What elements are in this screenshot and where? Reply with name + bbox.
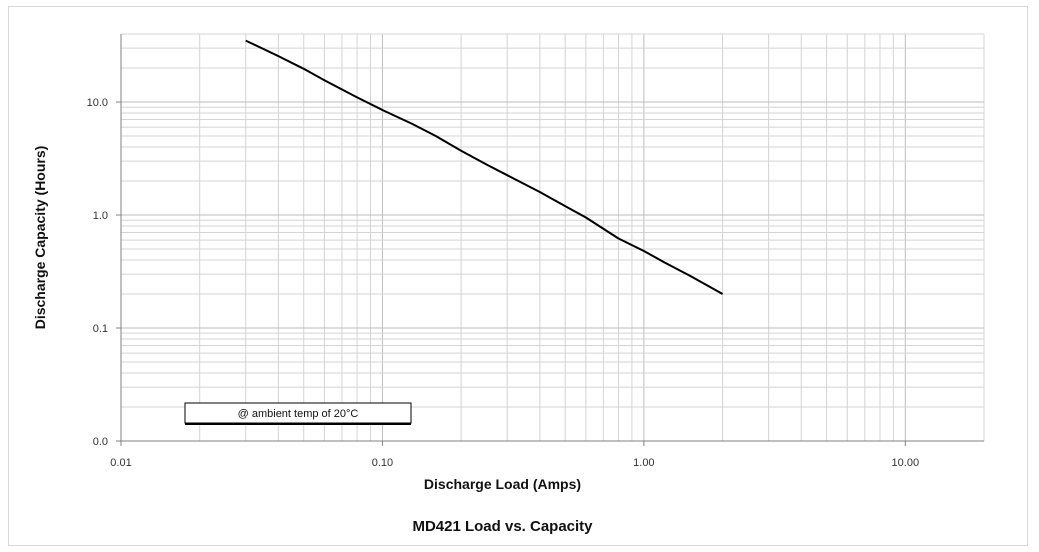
y-tick-label: 0.0 <box>93 436 108 448</box>
axes <box>116 34 984 446</box>
series-line <box>245 39 724 295</box>
x-axis-title: Discharge Load (Amps) <box>424 476 581 492</box>
annotation-box: @ ambient temp of 20°C <box>184 402 412 425</box>
y-tick-label: 0.1 <box>93 323 108 335</box>
y-tick-label: 1.0 <box>93 210 108 222</box>
x-tick-label: 1.00 <box>633 457 654 469</box>
chart-svg: 0.01 0.10 1.00 10.00 0.0 0.1 1.0 10.0 @ ambient… <box>32 33 985 535</box>
grid <box>120 33 985 442</box>
y-axis-title: Discharge Capacity (Hours) <box>32 146 48 330</box>
tick-labels: 0.01 0.10 1.00 10.00 0.0 0.1 1.0 10.0 <box>87 97 919 469</box>
chart-title: MD421 Load vs. Capacity <box>412 518 593 535</box>
x-tick-label: 10.00 <box>892 457 920 469</box>
series-layer <box>245 39 724 295</box>
x-tick-label: 0.01 <box>110 457 131 469</box>
chart-frame: 0.01 0.10 1.00 10.00 0.0 0.1 1.0 10.0 @ ambient… <box>8 6 1028 546</box>
annotation-text: @ ambient temp of 20°C <box>238 408 359 420</box>
y-tick-label: 10.0 <box>87 97 108 109</box>
x-tick-label: 0.10 <box>372 457 393 469</box>
